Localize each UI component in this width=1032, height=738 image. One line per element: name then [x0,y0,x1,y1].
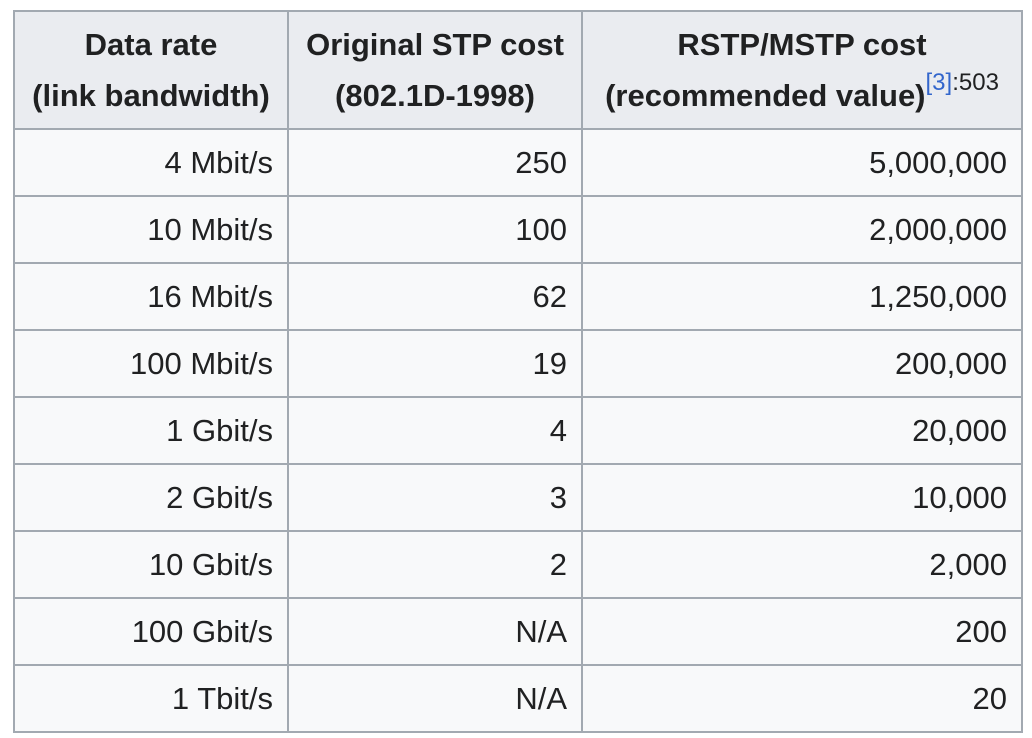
cell-data-rate: 10 Mbit/s [13,195,289,264]
cell-original-stp-cost: N/A [287,597,583,666]
header-line: (link bandwidth) [32,78,270,113]
header-line-text: (recommended value) [605,78,926,113]
cell-original-stp-cost: N/A [287,664,583,733]
citation-reference: [3]:503 [926,69,999,96]
citation-page: :503 [952,69,999,96]
cell-rstp-mstp-cost: 200,000 [581,329,1023,398]
cell-data-rate: 1 Gbit/s [13,396,289,465]
cell-original-stp-cost: 2 [287,530,583,599]
table-row: 1 Gbit/s 4 20,000 [13,396,1023,465]
table-row: 100 Mbit/s 19 200,000 [13,329,1023,398]
cell-original-stp-cost: 4 [287,396,583,465]
header-line: Data rate [84,27,218,62]
header-line: (recommended value)[3]:503 [593,70,1011,121]
column-header-rstp-mstp-cost: RSTP/MSTP cost (recommended value)[3]:50… [581,10,1023,130]
cell-rstp-mstp-cost: 2,000 [581,530,1023,599]
cell-rstp-mstp-cost: 5,000,000 [581,128,1023,197]
column-header-data-rate: Data rate (link bandwidth) [13,10,289,130]
table-row: 100 Gbit/s N/A 200 [13,597,1023,666]
cell-data-rate: 1 Tbit/s [13,664,289,733]
cell-rstp-mstp-cost: 1,250,000 [581,262,1023,331]
cell-rstp-mstp-cost: 2,000,000 [581,195,1023,264]
cell-original-stp-cost: 100 [287,195,583,264]
cell-rstp-mstp-cost: 20,000 [581,396,1023,465]
cell-data-rate: 16 Mbit/s [13,262,289,331]
cell-rstp-mstp-cost: 20 [581,664,1023,733]
cell-data-rate: 4 Mbit/s [13,128,289,197]
cell-rstp-mstp-cost: 200 [581,597,1023,666]
cell-original-stp-cost: 250 [287,128,583,197]
cell-data-rate: 100 Gbit/s [13,597,289,666]
cell-data-rate: 100 Mbit/s [13,329,289,398]
cell-data-rate: 2 Gbit/s [13,463,289,532]
cell-original-stp-cost: 19 [287,329,583,398]
table-row: 16 Mbit/s 62 1,250,000 [13,262,1023,331]
column-header-original-stp-cost: Original STP cost (802.1D-1998) [287,10,583,130]
cell-original-stp-cost: 3 [287,463,583,532]
citation-link[interactable]: [3] [925,69,953,96]
table-row: 10 Gbit/s 2 2,000 [13,530,1023,599]
header-line: RSTP/MSTP cost [677,27,927,62]
table-row: 4 Mbit/s 250 5,000,000 [13,128,1023,197]
header-line: (802.1D-1998) [335,78,535,113]
table-row: 1 Tbit/s N/A 20 [13,664,1023,733]
header-line: Original STP cost [306,27,564,62]
cell-original-stp-cost: 62 [287,262,583,331]
stp-cost-table: Data rate (link bandwidth) Original STP … [13,10,1023,733]
table-header-row: Data rate (link bandwidth) Original STP … [13,10,1023,130]
cell-data-rate: 10 Gbit/s [13,530,289,599]
table-row: 2 Gbit/s 3 10,000 [13,463,1023,532]
cell-rstp-mstp-cost: 10,000 [581,463,1023,532]
table-row: 10 Mbit/s 100 2,000,000 [13,195,1023,264]
